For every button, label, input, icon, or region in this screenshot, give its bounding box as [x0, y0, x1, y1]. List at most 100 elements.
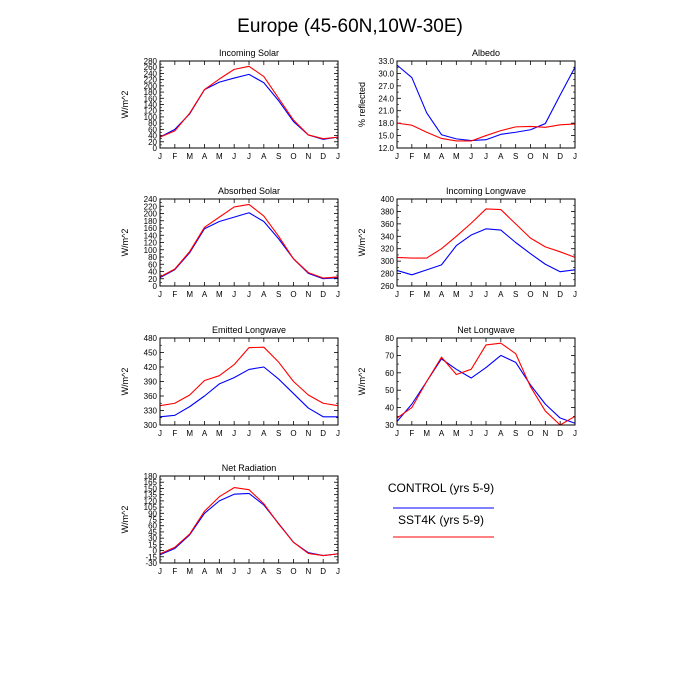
y-tick-label: 450: [144, 349, 158, 358]
x-tick-label: O: [290, 290, 296, 299]
y-tick-label: 75: [148, 516, 157, 525]
x-tick-label: M: [186, 152, 193, 161]
series-line: [159, 366, 338, 418]
y-tick-label: 135: [144, 491, 158, 500]
y-tick-label: 105: [144, 503, 158, 512]
y-tick-label: 12.0: [378, 144, 394, 153]
y-tick-label: 60: [148, 260, 157, 269]
x-tick-label: N: [305, 567, 311, 576]
x-tick-label: N: [305, 429, 311, 438]
x-tick-label: A: [202, 152, 208, 161]
y-tick-label: 400: [381, 195, 395, 204]
y-tick-label: 280: [144, 57, 158, 66]
chart-title: Incoming Solar: [219, 48, 279, 58]
x-tick-label: S: [276, 152, 281, 161]
x-tick-label: J: [247, 290, 251, 299]
y-tick-label: 0: [153, 144, 158, 153]
x-tick-label: J: [395, 152, 399, 161]
x-tick-label: F: [172, 429, 177, 438]
chart-panel: Incoming Solar W/m^2 020406080100120140160…: [120, 48, 340, 161]
x-tick-label: S: [276, 429, 281, 438]
series-line: [396, 354, 576, 424]
y-tick-label: 60: [148, 522, 157, 531]
plot-frame: [159, 475, 339, 564]
y-tick-label: 320: [381, 245, 395, 254]
x-tick-label: J: [232, 429, 236, 438]
chart-panel: Albedo % reflected 12.0 15.0 18.0 21.0 24.0 27.…: [357, 48, 577, 161]
plot-frame: [396, 337, 576, 426]
y-tick-label: 30: [385, 421, 394, 430]
series-line: [396, 342, 576, 426]
x-tick-label: D: [557, 290, 563, 299]
y-tick-label: 33.0: [378, 57, 394, 66]
x-tick-label: M: [216, 152, 223, 161]
y-tick-label: 165: [144, 478, 158, 487]
figure-title: Europe (45-60N,10W-30E): [237, 16, 463, 37]
x-tick-label: J: [484, 152, 488, 161]
y-tick-label: 50: [385, 386, 394, 395]
y-tick-label: 40: [148, 268, 157, 277]
y-tick-label: 180: [144, 472, 158, 481]
x-tick-label: M: [186, 567, 193, 576]
x-tick-label: F: [172, 152, 177, 161]
legend-label: SST4K (yrs 5-9): [398, 513, 484, 527]
chart-title: Net Radiation: [222, 463, 277, 473]
x-tick-label: A: [439, 429, 445, 438]
x-tick-label: M: [423, 429, 430, 438]
chart-title: Net Longwave: [457, 325, 515, 335]
x-tick-label: M: [216, 290, 223, 299]
x-tick-label: J: [158, 567, 162, 576]
x-tick-label: A: [202, 429, 208, 438]
series-line: [159, 346, 339, 407]
y-tick-label: 40: [385, 404, 394, 413]
x-tick-label: S: [276, 567, 281, 576]
y-tick-label: 420: [144, 363, 158, 372]
y-tick-label: 45: [148, 528, 157, 537]
plot-frame: [159, 60, 339, 149]
x-tick-label: A: [498, 152, 504, 161]
plot-frame: [159, 198, 339, 287]
x-tick-label: A: [261, 290, 267, 299]
y-tick-label: 120: [144, 107, 158, 116]
x-tick-label: O: [527, 290, 533, 299]
x-tick-label: O: [290, 152, 296, 161]
x-tick-label: O: [290, 429, 296, 438]
y-tick-label: 0: [153, 282, 158, 291]
y-axis-label: W/m^2: [120, 368, 130, 396]
x-tick-label: J: [336, 290, 340, 299]
y-tick-label: 0: [153, 547, 158, 556]
plot-frame: [396, 60, 576, 149]
x-tick-label: D: [320, 152, 326, 161]
x-tick-label: N: [305, 152, 311, 161]
x-tick-label: M: [453, 152, 460, 161]
x-tick-label: M: [453, 429, 460, 438]
x-tick-label: J: [232, 152, 236, 161]
y-tick-label: 24.0: [378, 94, 394, 103]
y-axis-label: W/m^2: [120, 506, 130, 534]
x-tick-label: A: [202, 567, 208, 576]
y-tick-label: 340: [381, 232, 395, 241]
x-tick-label: J: [395, 290, 399, 299]
x-tick-label: D: [557, 429, 563, 438]
x-tick-label: J: [247, 567, 251, 576]
x-tick-label: O: [290, 567, 296, 576]
y-tick-label: 120: [144, 497, 158, 506]
y-tick-label: 160: [144, 224, 158, 233]
x-tick-label: D: [320, 290, 326, 299]
x-tick-label: A: [261, 429, 267, 438]
x-tick-label: M: [216, 429, 223, 438]
series-line: [396, 64, 576, 142]
x-tick-label: J: [469, 152, 473, 161]
y-tick-label: 200: [144, 82, 158, 91]
x-tick-label: J: [158, 152, 162, 161]
y-tick-label: 80: [385, 334, 394, 343]
y-tick-label: 140: [144, 101, 158, 110]
x-tick-label: A: [498, 429, 504, 438]
y-tick-label: 30: [148, 534, 157, 543]
y-tick-label: 21.0: [378, 107, 394, 116]
x-tick-label: M: [423, 152, 430, 161]
chart-panel: Absorbed Solar W/m^2 020406080100120140160…: [120, 186, 340, 299]
x-tick-label: A: [498, 290, 504, 299]
